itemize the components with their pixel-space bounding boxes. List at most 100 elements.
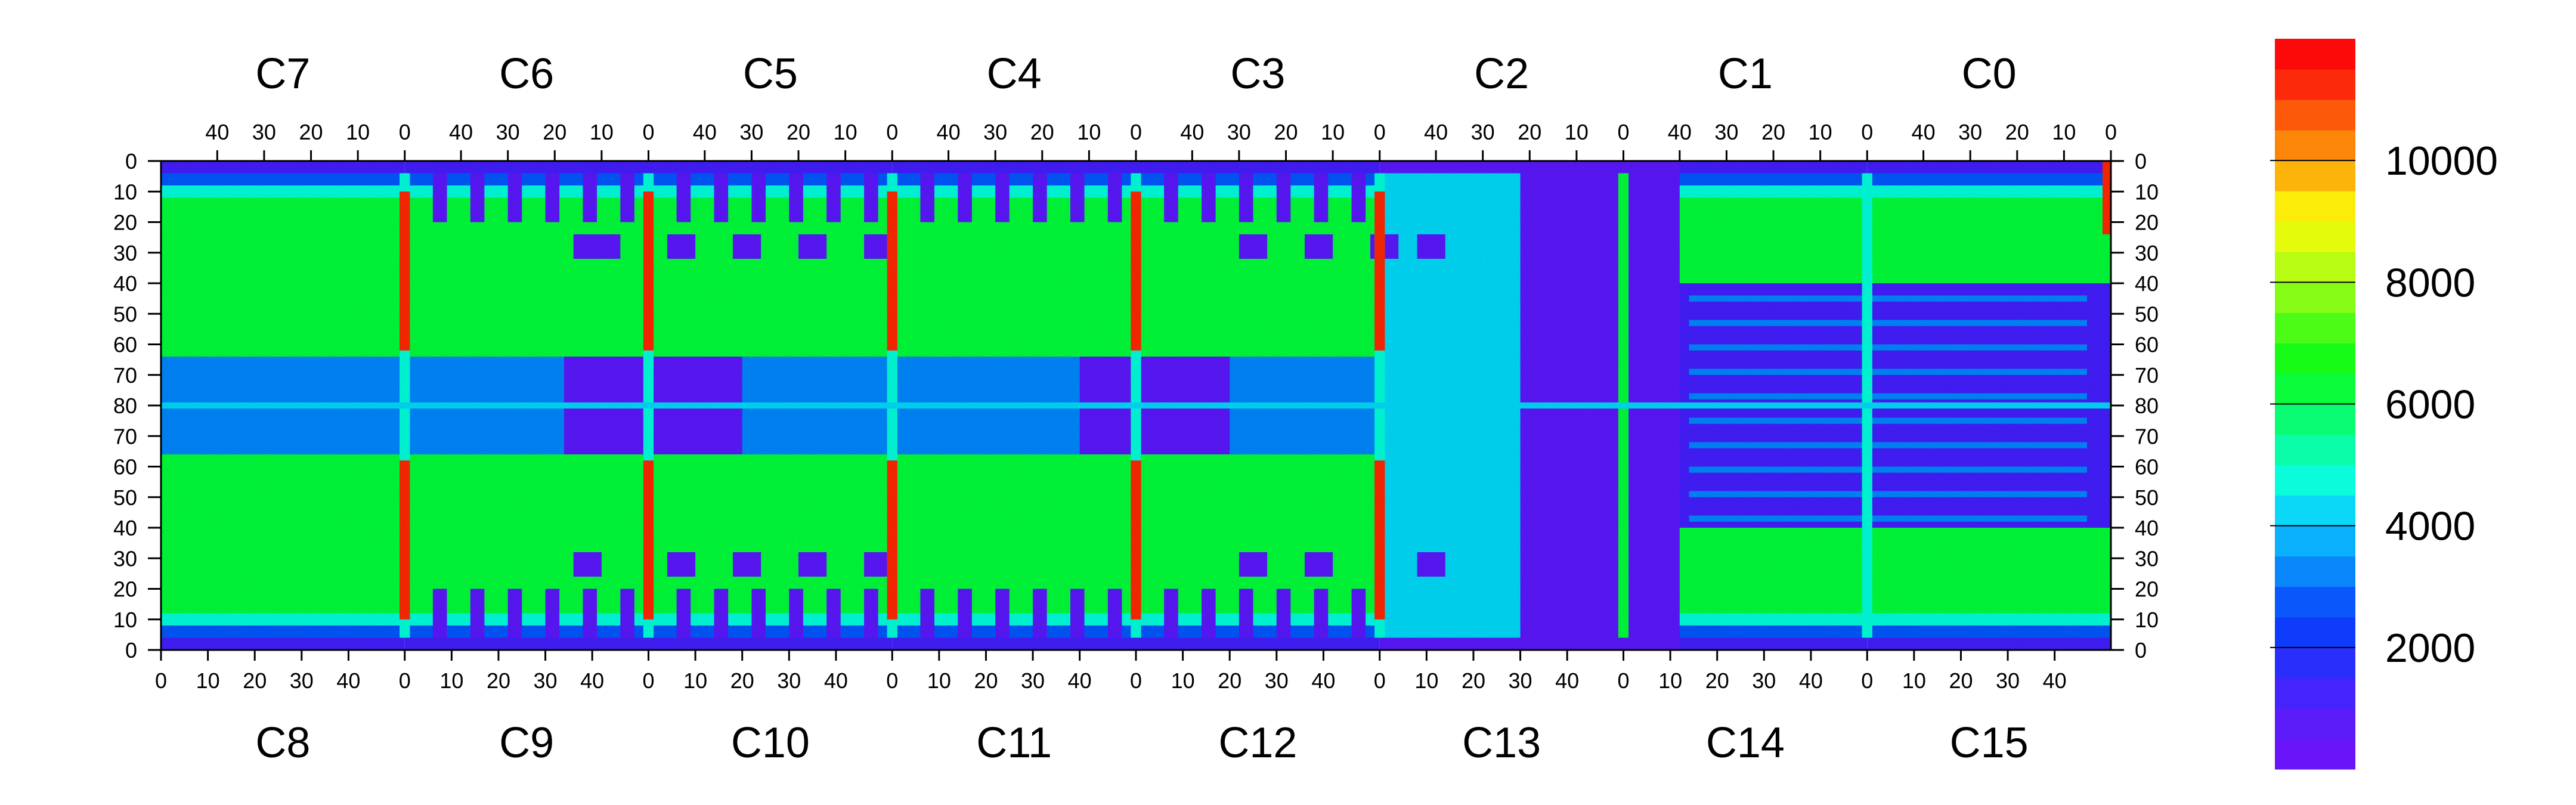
comb-bottom-16 — [1070, 589, 1085, 638]
colorbar-swatch — [2275, 465, 2355, 496]
x-tick-label-bottom: 10 — [439, 668, 463, 693]
x-tick-label-top: 0 — [399, 120, 411, 144]
comb-bottom-17 — [1107, 589, 1122, 638]
chip-label-bottom: C15 — [1950, 719, 2029, 767]
colorbar: 2000 4000 6000 8000 10000 — [2270, 39, 2498, 770]
colorbar-swatch — [2275, 69, 2355, 100]
comb-bottom-21 — [1276, 589, 1291, 638]
chip-2-lower — [648, 454, 893, 614]
colorbar-swatch — [2275, 617, 2355, 648]
colorbar-swatch — [2275, 556, 2355, 587]
comb-top-14 — [995, 173, 1010, 222]
colorbar-tick-label: 6000 — [2385, 382, 2475, 428]
y-tick-label-right: 30 — [2135, 546, 2159, 571]
stripe-1 — [1689, 320, 2087, 326]
comb-top-7 — [714, 173, 729, 222]
pad-9 — [1417, 234, 1445, 259]
y-tick-label-left: 20 — [113, 577, 137, 602]
x-tick-label-bottom: 0 — [1617, 668, 1629, 693]
x-tick-label-top: 20 — [543, 120, 566, 144]
comb-bottom-5 — [620, 589, 634, 638]
pad-4 — [798, 234, 827, 259]
y-tick-label-right: 10 — [2135, 608, 2159, 632]
x-tick-label-bottom: 40 — [580, 668, 604, 693]
y-tick-label-right: 0 — [2135, 149, 2147, 174]
colorbar-swatch — [2275, 738, 2355, 770]
chip-labels: C7 C6 C5 C4 C3 C2 C1 C0 C8 C9 C10 C11 C12 C13 C14 C15 — [255, 50, 2028, 767]
comb-top-18 — [1164, 173, 1178, 222]
y-tick-label-left: 70 — [113, 424, 137, 448]
x-tick-label-top: 40 — [937, 120, 961, 144]
x-tick-label-bottom: 20 — [1705, 668, 1729, 693]
chip-3-lower — [892, 454, 1136, 614]
chip-4-lower — [1136, 454, 1380, 614]
comb-bottom-10 — [826, 589, 841, 638]
x-tick-label-bottom: 40 — [336, 668, 360, 693]
comb-top-20 — [1239, 173, 1253, 222]
comb-bottom-7 — [714, 589, 729, 638]
comb-top-19 — [1202, 173, 1216, 222]
x-tick-label-bottom: 0 — [399, 668, 411, 693]
chip-label-bottom: C14 — [1706, 719, 1785, 767]
x-tick-label-bottom: 20 — [730, 668, 754, 693]
chip-0-lower — [161, 454, 405, 614]
y-tick-label-left: 50 — [113, 302, 137, 326]
chip-label-bottom: C13 — [1462, 719, 1541, 767]
colorbar-swatch — [2275, 373, 2355, 404]
y-tick-label-right: 80 — [2135, 394, 2159, 418]
stripe-6 — [1689, 442, 2087, 448]
comb-top-13 — [958, 173, 972, 222]
x-tick-label-top: 30 — [1958, 120, 1982, 144]
y-tick-label-right: 50 — [2135, 485, 2159, 510]
chip-label-top: C0 — [1962, 50, 2017, 98]
comb-bottom-22 — [1314, 589, 1329, 638]
x-tick-label-top: 0 — [1861, 120, 1873, 144]
pad-10 — [573, 552, 602, 577]
heatmap-cells — [161, 161, 2111, 650]
comb-top-2 — [507, 173, 522, 222]
x-tick-label-top: 10 — [346, 120, 370, 144]
stripe-0 — [1689, 295, 2087, 302]
hot-column-top-4 — [1131, 191, 1141, 351]
colorbar-swatch — [2275, 130, 2355, 161]
x-tick-label-top: 10 — [590, 120, 614, 144]
comb-bottom-13 — [958, 589, 972, 638]
y-tick-label-left: 60 — [113, 333, 137, 357]
comb-top-21 — [1276, 173, 1291, 222]
colorbar-swatch — [2275, 343, 2355, 374]
comb-bottom-3 — [545, 589, 560, 638]
stripe-4 — [1689, 393, 2087, 400]
center-line — [161, 402, 2111, 409]
x-tick-label-bottom: 0 — [1861, 668, 1873, 693]
chip-label-bottom: C10 — [731, 719, 810, 767]
x-tick-label-bottom: 40 — [2043, 668, 2067, 693]
pad-12 — [732, 552, 761, 577]
x-tick-label-bottom: 0 — [1130, 668, 1142, 693]
x-tick-label-top: 30 — [1714, 120, 1738, 144]
chip-label-bottom: C12 — [1218, 719, 1297, 767]
comb-bottom-12 — [920, 589, 934, 638]
colorbar-swatch — [2275, 312, 2355, 343]
x-tick-label-top: 10 — [2052, 120, 2076, 144]
x-tick-label-top: 30 — [496, 120, 520, 144]
stripe-8 — [1689, 491, 2087, 497]
chip-0-upper — [161, 197, 405, 357]
x-tick-label-top: 20 — [299, 120, 323, 144]
comb-top-0 — [432, 173, 447, 222]
chip-label-bottom: C11 — [976, 719, 1052, 767]
comb-bottom-4 — [583, 589, 597, 638]
x-tick-label-top: 20 — [787, 120, 810, 144]
comb-top-15 — [1033, 173, 1047, 222]
colorbar-swatch — [2275, 495, 2355, 527]
comb-bottom-23 — [1351, 589, 1366, 638]
x-tick-label-bottom: 20 — [1218, 668, 1241, 693]
y-tick-label-left: 20 — [113, 210, 137, 235]
comb-bottom-20 — [1239, 589, 1253, 638]
y-tick-label-left: 0 — [125, 149, 137, 174]
comb-top-10 — [826, 173, 841, 222]
x-tick-label-top: 30 — [1227, 120, 1251, 144]
pad-16 — [1304, 552, 1333, 577]
y-tick-label-left: 40 — [113, 271, 137, 296]
